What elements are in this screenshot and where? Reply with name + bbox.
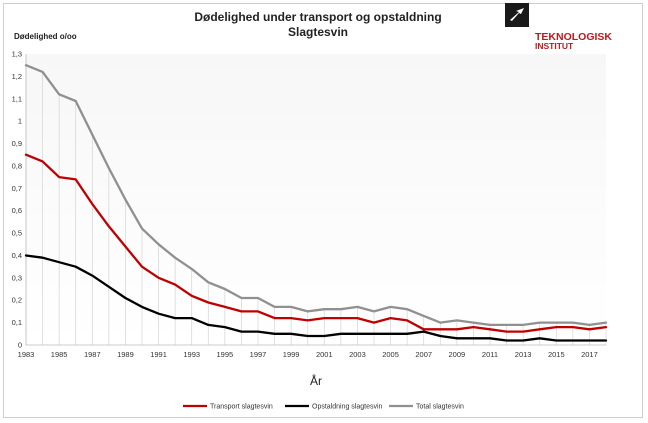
x-tick-label: 2011 bbox=[482, 350, 498, 359]
x-tick-label: 2003 bbox=[349, 350, 366, 359]
y-tick-label: 0,5 bbox=[12, 229, 22, 238]
series-line-transport-slagtesvin bbox=[24, 153, 608, 333]
y-tick-label: 0,3 bbox=[12, 273, 22, 282]
series-line-total-slagtesvin bbox=[24, 64, 608, 327]
y-tick-label: 0,1 bbox=[12, 318, 22, 327]
y-tick-label: 1,1 bbox=[12, 94, 22, 103]
y-tick-label: 1,2 bbox=[12, 72, 22, 81]
x-axis-label: År bbox=[310, 373, 322, 388]
chart-legend: Transport slagtesvin Opstaldning slagtesv… bbox=[183, 404, 464, 411]
y-tick-label: 0,2 bbox=[12, 296, 22, 305]
y-tick-label: 0,9 bbox=[12, 139, 22, 148]
x-tick-label: 1991 bbox=[150, 350, 167, 359]
x-tick-label: 1985 bbox=[51, 350, 68, 359]
x-tick-label: 1987 bbox=[84, 350, 101, 359]
x-tick-label: 2009 bbox=[449, 350, 466, 359]
x-tick-label: 1997 bbox=[250, 350, 267, 359]
plot-area bbox=[26, 54, 606, 346]
legend-label: Opstaldning slagtesvin bbox=[312, 404, 383, 411]
x-tick-label: 2005 bbox=[382, 350, 399, 359]
logo-arrow-icon bbox=[510, 8, 524, 21]
series-line-opstaldning-slagtesvin bbox=[24, 254, 608, 342]
y-tick-label: 0,6 bbox=[12, 206, 22, 215]
x-tick-label: 2007 bbox=[415, 350, 432, 359]
x-tick-label: 2013 bbox=[515, 350, 532, 359]
y-tick-labels: 0 0,1 0,2 0,3 0,4 0,5 0,6 0,7 0,8 0,9 1 1,1 1,2 1,3 bbox=[12, 50, 22, 350]
legend-label: Total slagtesvin bbox=[416, 404, 464, 411]
x-tick-label: 1993 bbox=[183, 350, 200, 359]
legend-label: Transport slagtesvin bbox=[210, 404, 273, 411]
x-tick-labels: 1983 1985 1987 1989 1991 1993 1995 1997 1999 2001… bbox=[18, 350, 598, 359]
y-tick-label: 1,3 bbox=[12, 50, 22, 59]
x-tick-label: 2001 bbox=[316, 350, 333, 359]
y-axis-label: Dødelighed o/oo bbox=[14, 32, 77, 41]
y-tick-label: 0 bbox=[18, 341, 22, 350]
teknologisk-institut-logo: TEKNOLOGISK INSTITUT bbox=[505, 3, 612, 51]
logo-line1: TEKNOLOGISK bbox=[535, 31, 612, 43]
x-tick-label: 1995 bbox=[217, 350, 234, 359]
y-tick-label: 1 bbox=[18, 117, 22, 126]
y-tick-label: 0,8 bbox=[12, 161, 22, 170]
x-tick-label: 1983 bbox=[18, 350, 35, 359]
y-tick-label: 0,4 bbox=[12, 251, 22, 260]
x-tick-label: 1999 bbox=[283, 350, 300, 359]
x-tick-label: 2017 bbox=[581, 350, 598, 359]
chart-title: Dødelighed under transport og opstaldnin… bbox=[194, 10, 441, 24]
x-tick-label: 2015 bbox=[548, 350, 565, 359]
x-tick-label: 1989 bbox=[117, 350, 134, 359]
logo-line2: INSTITUT bbox=[535, 41, 574, 51]
y-tick-label: 0,7 bbox=[12, 184, 22, 193]
chart-subtitle: Slagtesvin bbox=[288, 25, 348, 39]
series-lines bbox=[24, 64, 608, 342]
